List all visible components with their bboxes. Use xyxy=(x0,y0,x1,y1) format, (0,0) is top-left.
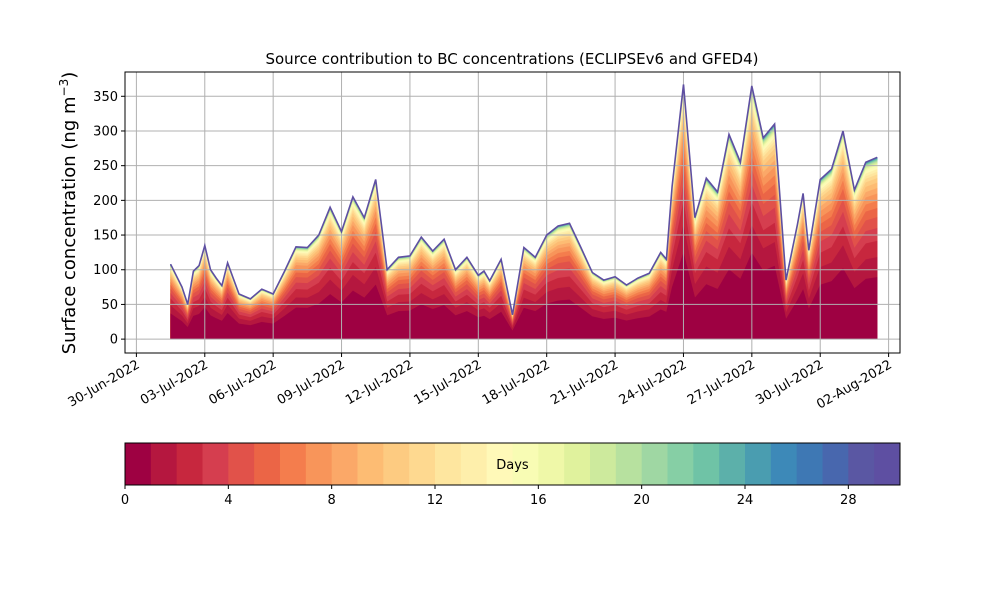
colorbar-cell xyxy=(280,443,307,485)
colorbar-frame xyxy=(124,442,901,486)
colorbar-tick-label: 16 xyxy=(530,493,547,508)
colorbar-cells xyxy=(125,443,901,485)
colorbar-cell xyxy=(615,443,643,485)
y-tick-label: 50 xyxy=(101,298,118,313)
total-concentration-line xyxy=(169,84,878,315)
y-axis-label-close: ) xyxy=(59,72,80,79)
colorbar-tick-label: 4 xyxy=(224,493,232,508)
colorbar-cell xyxy=(796,443,823,485)
y-tick-label: 200 xyxy=(93,194,118,209)
colorbar-cell xyxy=(150,443,178,485)
y-axis-label: Surface concentration (ng m−3) xyxy=(57,72,80,355)
colorbar-cell xyxy=(641,443,668,485)
y-tick-label: 150 xyxy=(93,229,118,244)
y-tick-label: 350 xyxy=(93,90,118,105)
colorbar-tick-label: 28 xyxy=(840,493,857,508)
colorbar-cell xyxy=(874,443,901,485)
grid-lines xyxy=(125,72,900,353)
y-tick-label: 0 xyxy=(110,333,118,348)
colorbar-tick-label: 0 xyxy=(121,493,129,508)
y-axis-label-main: Surface concentration (ng m xyxy=(59,96,80,354)
colorbar-cell xyxy=(202,443,229,485)
y-tick-label: 100 xyxy=(93,263,118,278)
colorbar-cell xyxy=(512,443,539,485)
colorbar-cell xyxy=(435,443,462,485)
colorbar-cell xyxy=(693,443,720,485)
colorbar-cell xyxy=(460,443,488,485)
colorbar-tick-label: 8 xyxy=(328,493,336,508)
colorbar-cell xyxy=(228,443,255,485)
colorbar-tick-label: 24 xyxy=(737,493,754,508)
colorbar-cell xyxy=(383,443,410,485)
colorbar-cell xyxy=(667,443,694,485)
y-axis-label-superscript: −3 xyxy=(57,79,71,97)
colorbar-cell xyxy=(176,443,203,485)
colorbar-ticks: 0 4 8 12 16 20 24 28 xyxy=(121,485,857,508)
colorbar-cell xyxy=(486,443,513,485)
colorbar-cell xyxy=(357,443,384,485)
y-tick-label: 300 xyxy=(93,124,118,139)
colorbar-cell xyxy=(848,443,875,485)
colorbar-cell xyxy=(331,443,358,485)
colorbar-cell xyxy=(305,443,333,485)
colorbar-cell xyxy=(719,443,746,485)
colorbar-cell xyxy=(590,443,617,485)
colorbar-cell xyxy=(822,443,849,485)
area-band-day-0 xyxy=(170,251,878,340)
plot-frame xyxy=(124,71,901,354)
colorbar-cell xyxy=(770,443,798,485)
colorbar-cell xyxy=(564,443,591,485)
chart-title: Source contribution to BC concentrations… xyxy=(265,50,758,68)
y-tick-label: 250 xyxy=(93,159,118,174)
plot-area: 30-Jun-202203-Jul-202206-Jul-202209-Jul-… xyxy=(66,71,901,413)
colorbar-cell xyxy=(254,443,281,485)
colorbar-label: Days xyxy=(496,458,529,473)
colorbar: Days 0 4 8 12 16 20 24 28 xyxy=(121,442,901,508)
colorbar-tick-label: 20 xyxy=(633,493,650,508)
colorbar-cell xyxy=(745,443,772,485)
colorbar-cell xyxy=(409,443,436,485)
y-axis: 0 50 100 150 200 250 300 350 xyxy=(93,90,125,348)
colorbar-cell xyxy=(538,443,565,485)
colorbar-cell xyxy=(125,443,152,485)
colorbar-tick-label: 12 xyxy=(427,493,444,508)
